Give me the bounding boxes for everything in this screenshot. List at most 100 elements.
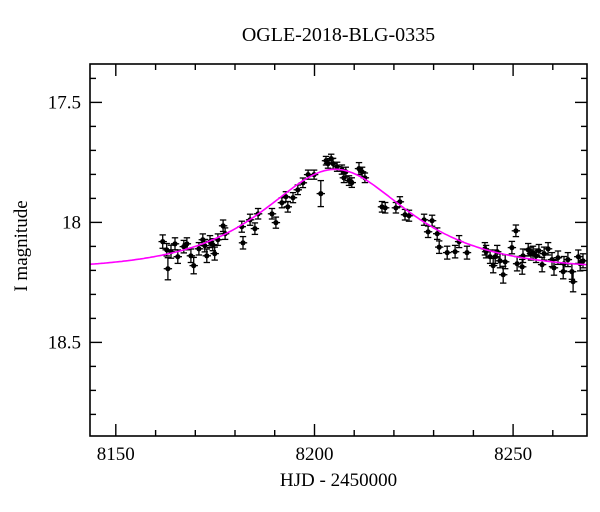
data-point-marker	[210, 242, 216, 248]
data-point-marker	[509, 245, 515, 251]
data-point-marker	[444, 250, 450, 256]
data-point-marker	[212, 251, 218, 257]
data-point-marker	[279, 200, 285, 206]
data-point-marker	[191, 263, 197, 269]
x-tick-label: 8150	[97, 444, 135, 465]
data-point-marker	[295, 187, 301, 193]
data-point	[267, 207, 277, 220]
data-point-marker	[334, 164, 340, 170]
data-point-marker	[555, 255, 561, 261]
data-point	[200, 238, 209, 253]
data-point	[377, 200, 387, 213]
data-point-marker	[452, 249, 458, 255]
data-point-marker	[530, 250, 536, 256]
data-point-marker	[436, 244, 442, 250]
data-point	[462, 245, 472, 260]
y-tick-label: 17.5	[48, 92, 81, 113]
data-point	[170, 237, 180, 251]
data-point	[250, 222, 260, 236]
data-point-marker	[580, 258, 586, 264]
data-point-marker	[290, 195, 296, 201]
data-point	[182, 237, 192, 251]
data-point-marker	[318, 191, 324, 197]
data-point-marker	[536, 248, 542, 254]
data-point	[202, 248, 211, 264]
y-tick-label: 18	[62, 212, 81, 233]
data-point-marker	[283, 194, 289, 200]
data-point	[347, 177, 356, 189]
data-point	[423, 225, 433, 239]
chart-title: OGLE-2018-BLG-0335	[241, 24, 436, 46]
data-point-marker	[525, 247, 531, 253]
data-point-marker	[434, 231, 440, 237]
data-point-marker	[202, 243, 208, 249]
data-point	[218, 219, 228, 233]
data-point	[163, 257, 173, 281]
data-point-marker	[273, 220, 279, 226]
data-point	[511, 224, 521, 238]
data-point	[158, 234, 167, 249]
x-axis-label: HJD - 2450000	[279, 470, 398, 491]
data-point	[435, 240, 444, 255]
y-tick-label: 18.5	[48, 332, 81, 353]
data-point-marker	[240, 240, 246, 246]
data-point	[543, 241, 553, 256]
data-point	[189, 256, 198, 275]
data-point	[293, 184, 302, 196]
data-point	[316, 179, 325, 208]
data-point-marker	[204, 253, 210, 259]
data-point-marker	[393, 205, 399, 211]
data-point-marker	[545, 246, 551, 252]
data-point	[578, 253, 588, 269]
data-point-marker	[464, 250, 470, 256]
data-point-marker	[349, 180, 355, 186]
x-tick-label: 8250	[494, 444, 532, 465]
data-point-marker	[502, 259, 508, 265]
data-point-marker	[570, 279, 576, 285]
data-point	[568, 270, 578, 293]
data-point	[381, 201, 390, 214]
data-point	[238, 235, 248, 250]
data-point	[549, 259, 559, 276]
data-point-marker	[565, 257, 571, 263]
data-point-marker	[184, 241, 190, 247]
data-point-marker	[490, 263, 496, 269]
data-point-marker	[519, 264, 525, 270]
data-point-marker	[406, 213, 412, 219]
data-point	[210, 246, 219, 261]
data-point-marker	[252, 226, 258, 232]
data-point-marker	[514, 261, 520, 267]
x-tick-label: 8200	[296, 444, 334, 465]
data-points-group	[158, 153, 588, 293]
data-point-marker	[382, 205, 388, 211]
data-point-marker	[220, 223, 226, 229]
data-point	[283, 200, 292, 213]
data-point-marker	[429, 218, 435, 224]
data-point-marker	[551, 265, 557, 271]
data-point-marker	[285, 204, 291, 210]
model-curve	[89, 168, 587, 266]
data-point-marker	[165, 266, 171, 272]
data-point-marker	[539, 262, 545, 268]
data-point	[271, 216, 281, 229]
data-point-marker	[269, 211, 275, 217]
data-point	[518, 248, 528, 264]
data-point	[433, 227, 442, 241]
data-point-marker	[175, 254, 181, 260]
data-point-marker	[425, 229, 431, 235]
data-point	[288, 191, 298, 204]
data-point-marker	[500, 272, 506, 278]
data-point	[518, 258, 527, 275]
data-point	[512, 255, 522, 272]
data-point-marker	[513, 228, 519, 234]
data-point-marker	[196, 246, 202, 252]
data-point	[443, 245, 452, 260]
data-point	[450, 244, 460, 259]
data-point-marker	[497, 258, 503, 264]
data-point-marker	[172, 241, 178, 247]
axis-frame	[89, 63, 588, 437]
data-point-marker	[560, 269, 566, 275]
data-point-marker	[305, 172, 311, 178]
